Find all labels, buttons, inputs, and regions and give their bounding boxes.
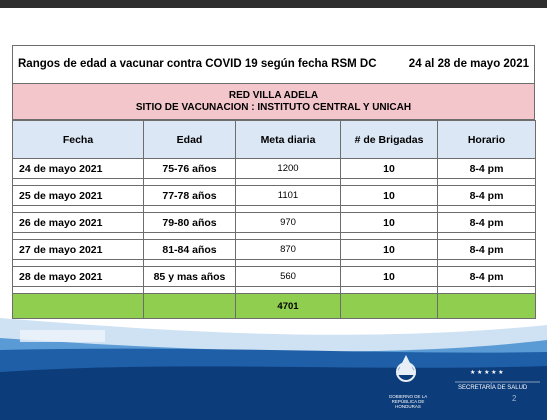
government: GOBIERNO DE LA REPÚBLICA DE HONDURAS bbox=[388, 394, 428, 409]
table-cell: 75-76 años bbox=[143, 158, 236, 179]
table-cell: 10 bbox=[340, 212, 438, 233]
date-range: 24 al 28 de mayo 2021 bbox=[408, 58, 529, 70]
table-cell: 8-4 pm bbox=[437, 239, 536, 260]
total-row-cell bbox=[143, 293, 236, 319]
table-cell: 560 bbox=[235, 266, 341, 287]
location: SITIO DE VACUNACION : INSTITUTO CENTRAL … bbox=[135, 102, 412, 113]
title: Rangos de edad a vacunar contra COVID 19… bbox=[18, 58, 377, 70]
table-cell: 28 de mayo 2021 bbox=[12, 266, 144, 287]
svg-text:★ ★ ★ ★ ★: ★ ★ ★ ★ ★ bbox=[470, 369, 504, 376]
column-header: Fecha bbox=[12, 120, 144, 159]
table-cell: 77-78 años bbox=[143, 185, 236, 206]
table-cell: 24 de mayo 2021 bbox=[12, 158, 144, 179]
column-header: Edad bbox=[143, 120, 236, 159]
table-cell: 870 bbox=[235, 239, 341, 260]
site-band bbox=[12, 83, 535, 120]
table-cell: 25 de mayo 2021 bbox=[12, 185, 144, 206]
table-cell: 81-84 años bbox=[143, 239, 236, 260]
table-cell: 8-4 pm bbox=[437, 185, 536, 206]
ministry: SECRETARÍA DE SALUD bbox=[458, 385, 528, 391]
top-bar bbox=[0, 0, 547, 8]
table-cell: 1200 bbox=[235, 158, 341, 179]
total-cell: 4701 bbox=[235, 293, 341, 319]
column-header: Meta diaria bbox=[235, 120, 341, 159]
table-cell: 79-80 años bbox=[143, 212, 236, 233]
total-row-cell bbox=[340, 293, 438, 319]
table-cell: 1101 bbox=[235, 185, 341, 206]
table-cell: 10 bbox=[340, 239, 438, 260]
table-cell: 10 bbox=[340, 185, 438, 206]
column-header: # de Brigadas bbox=[340, 120, 438, 159]
table-cell: 85 y mas años bbox=[143, 266, 236, 287]
table-cell: 8-4 pm bbox=[437, 158, 536, 179]
page-number: 2 bbox=[512, 394, 517, 403]
total-row-cell bbox=[12, 293, 144, 319]
table-cell: 8-4 pm bbox=[437, 212, 536, 233]
table-cell: 8-4 pm bbox=[437, 266, 536, 287]
table-cell: 970 bbox=[235, 212, 341, 233]
table-cell: 10 bbox=[340, 266, 438, 287]
total-row-cell bbox=[437, 293, 536, 319]
network: RED VILLA ADELA bbox=[228, 90, 319, 101]
table-cell: 10 bbox=[340, 158, 438, 179]
table-cell: 26 de mayo 2021 bbox=[12, 212, 144, 233]
table-cell: 27 de mayo 2021 bbox=[12, 239, 144, 260]
column-header: Horario bbox=[437, 120, 536, 159]
